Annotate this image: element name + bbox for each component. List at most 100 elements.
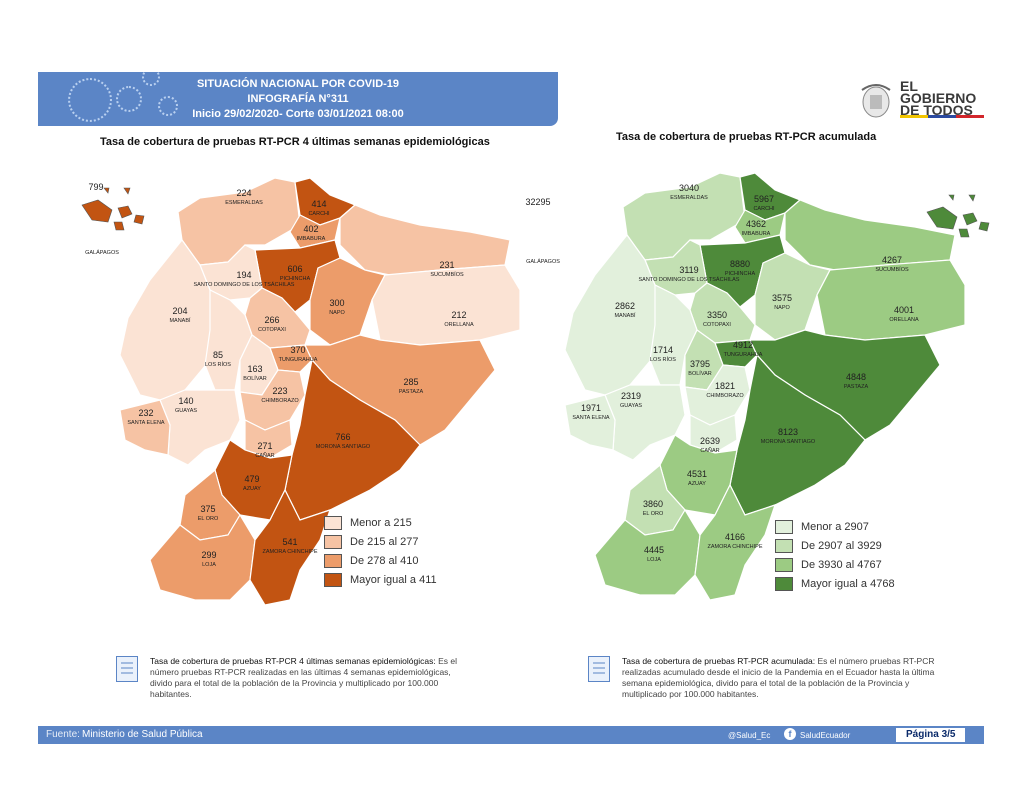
province-name: AZUAY — [688, 481, 706, 487]
right-note: Tasa de cobertura de pruebas RT-PCR acum… — [622, 656, 952, 700]
province-name: LOS RÍOS — [650, 356, 676, 363]
facebook-icon[interactable]: f — [784, 728, 796, 740]
island — [978, 221, 990, 232]
header-line-1: SITUACIÓN NACIONAL POR COVID-19 — [196, 78, 400, 90]
galapagos-name: GALÁPAGOS — [526, 258, 560, 265]
legend-label: Mayor igual a 4768 — [801, 578, 895, 590]
province-value: 1821 — [715, 381, 735, 391]
province-value: 479 — [244, 474, 259, 484]
footer-bar: Fuente: Ministerio de Salud Pública @Sal… — [38, 726, 984, 744]
province-value: 2319 — [621, 391, 641, 401]
province-value: 224 — [236, 188, 251, 198]
province-value: 3119 — [679, 265, 698, 275]
document-icon — [588, 656, 610, 682]
island — [117, 205, 133, 219]
province-value: 375 — [200, 504, 215, 514]
province-los-ríos — [204, 289, 253, 391]
province-name: EL ORO — [198, 516, 219, 522]
province-name: TUNGURAHUA — [724, 352, 763, 358]
province-name: CAÑAR — [700, 447, 719, 454]
footer-source-label: Fuente: — [46, 729, 80, 740]
virus-icon — [116, 86, 142, 112]
province-name: CHIMBORAZO — [261, 398, 299, 404]
right-legend: Menor a 2907 De 2907 al 3929 De 3930 al … — [775, 520, 915, 594]
province-value: 266 — [264, 315, 279, 325]
legend-swatch — [775, 539, 793, 553]
province-name: ORELLANA — [889, 317, 919, 323]
province-value: 3350 — [707, 310, 727, 320]
province-manabí — [564, 234, 661, 396]
province-name: ESMERALDAS — [225, 200, 263, 206]
province-napo — [309, 257, 386, 346]
legend-label: De 278 al 410 — [350, 555, 419, 567]
province-value: 1714 — [653, 345, 673, 355]
province-manabí — [119, 239, 216, 401]
province-name: SANTA ELENA — [572, 415, 610, 421]
island — [968, 194, 976, 202]
left_map-map: 224 ESMERALDAS 414 CARCHI 402 IMBABURA 231SUCU… — [81, 177, 521, 606]
footer-source: Ministerio de Salud Pública — [82, 729, 203, 740]
facebook-handle[interactable]: SaludEcuador — [800, 731, 851, 740]
island — [926, 206, 958, 230]
right-map-title: Tasa de cobertura de pruebas RT-PCR acum… — [616, 131, 877, 143]
province-name: SUCUMBÍOS — [430, 271, 464, 278]
header-banner: SITUACIÓN NACIONAL POR COVID-19 INFOGRAF… — [38, 72, 558, 126]
province-name: GUAYAS — [175, 408, 197, 414]
legend-swatch — [324, 535, 342, 549]
province-value: 4362 — [746, 219, 766, 229]
province-value: 271 — [257, 441, 272, 451]
province-value: 2639 — [700, 436, 720, 446]
island — [113, 221, 125, 231]
right_map-map: 3040 ESMERALDAS 5967 CARCHI 4362 IMBABURA 4267… — [525, 172, 990, 601]
province-name: MORONA SANTIAGO — [761, 439, 816, 445]
province-value: 300 — [329, 298, 344, 308]
province-value: 299 — [201, 550, 216, 560]
province-name: CARCHI — [308, 211, 330, 217]
province-name: LOJA — [202, 562, 216, 568]
province-name: PASTAZA — [399, 389, 424, 395]
province-zamora-chinchipe — [249, 488, 331, 606]
galapagos-value: 799 — [88, 182, 103, 192]
island — [948, 194, 955, 201]
province-name: IMBABURA — [297, 236, 326, 242]
province-los-ríos — [649, 284, 698, 386]
province-value: 231 — [439, 260, 454, 270]
island — [958, 228, 970, 238]
legend-swatch — [324, 554, 342, 568]
legend-swatch — [324, 516, 342, 530]
galapagos-value: 32295 — [525, 197, 550, 207]
province-name: NAPO — [774, 305, 790, 311]
province-value: 3575 — [772, 293, 792, 303]
left-note-title: Tasa de cobertura de pruebas RT-PCR 4 úl… — [150, 656, 436, 666]
right-note-body: Es el número pruebas RT-PCR realizadas a… — [622, 656, 935, 699]
province-name: ZAMORA CHINCHIPE — [262, 549, 317, 555]
province-value: 4912 — [733, 340, 753, 350]
left-note: Tasa de cobertura de pruebas RT-PCR 4 úl… — [150, 656, 470, 700]
province-value: 163 — [247, 364, 262, 374]
province-value: 4001 — [894, 305, 914, 315]
province-name: SANTO DOMINGO DE LOS TSÁCHILAS — [639, 276, 740, 283]
province-value: 85 — [213, 350, 223, 360]
province-name: CARCHI — [753, 206, 775, 212]
province-name: PICHINCHA — [725, 271, 756, 277]
virus-icon — [158, 96, 178, 116]
province-name: SUCUMBÍOS — [875, 266, 909, 273]
province-value: 8123 — [778, 427, 798, 437]
province-name: ESMERALDAS — [670, 195, 708, 201]
logo-line-1: EL — [900, 78, 918, 94]
legend-label: Menor a 215 — [350, 517, 412, 529]
page-number: Página 3/5 — [896, 728, 966, 742]
province-value: 4166 — [725, 532, 745, 542]
galapagos-name: GALÁPAGOS — [85, 249, 119, 256]
legend-label: Mayor igual a 411 — [350, 574, 437, 586]
province-orellana — [816, 259, 966, 341]
province-sucumbíos — [784, 199, 956, 271]
province-name: TUNGURAHUA — [279, 357, 318, 363]
province-name: EL ORO — [643, 511, 664, 517]
twitter-handle[interactable]: @Salud_Ec — [728, 731, 771, 740]
flag-stripe-blue — [928, 115, 956, 118]
province-value: 4267 — [882, 255, 902, 265]
province-name: COTOPAXI — [258, 327, 286, 333]
province-name: ORELLANA — [444, 322, 474, 328]
